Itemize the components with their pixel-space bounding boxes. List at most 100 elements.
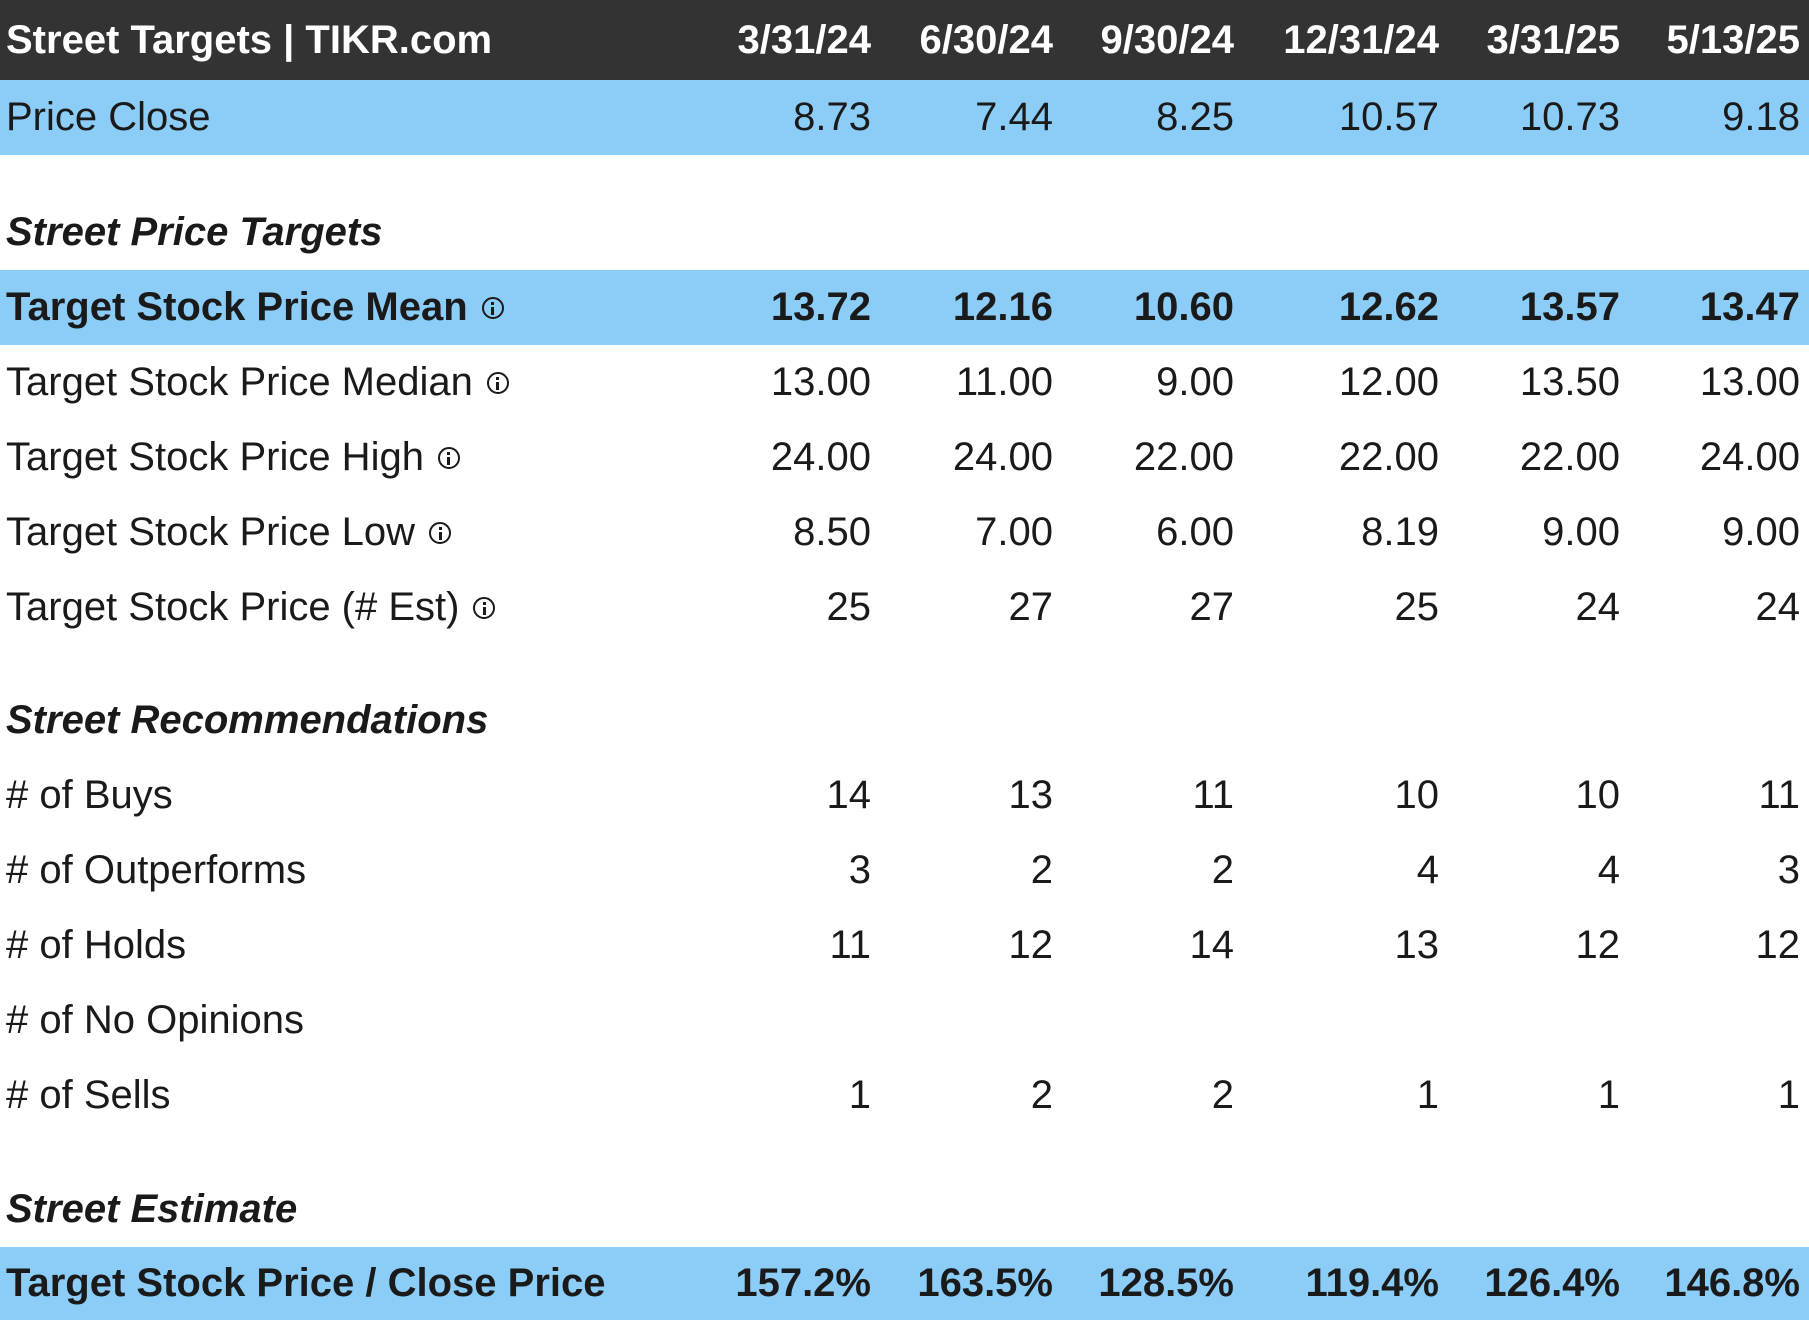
table-cell: 2 <box>1211 1073 1234 1117</box>
target-close-ratio-row: Target Stock Price / Close Price 157.2% … <box>0 1247 1809 1320</box>
table-cell: 163.5% <box>917 1261 1053 1305</box>
target-high-row: Target Stock Price High 24.00 24.00 22.0… <box>0 420 1809 495</box>
table-cell: 24 <box>1575 585 1621 629</box>
date-header: 9/30/24 <box>1100 17 1234 62</box>
row-label-text: Target Stock Price Mean <box>6 285 468 329</box>
table-cell: 1 <box>848 1073 871 1117</box>
table-cell: 8.19 <box>1361 510 1439 554</box>
target-mean-row: Target Stock Price Mean 13.72 12.16 10.6… <box>0 270 1809 345</box>
row-label-text: Target Stock Price High <box>6 435 424 479</box>
table-cell: 157.2% <box>735 1261 871 1305</box>
buys-row: # of Buys 14 13 11 10 10 11 <box>0 758 1809 833</box>
table-cell: 13.72 <box>770 285 871 329</box>
table-cell: 8.50 <box>793 510 871 554</box>
table-cell: 27 <box>1189 585 1235 629</box>
table-cell: 25 <box>826 585 872 629</box>
outperforms-row: # of Outperforms 3 2 2 4 4 3 <box>0 833 1809 908</box>
info-icon[interactable] <box>486 371 509 394</box>
section-title: Street Estimate <box>6 1187 298 1231</box>
info-icon[interactable] <box>437 446 460 469</box>
table-cell: 7.44 <box>975 95 1053 139</box>
table-cell: 2 <box>1030 1073 1053 1117</box>
row-label: # of Buys <box>6 773 173 817</box>
table-cell: 126.4% <box>1484 1261 1620 1305</box>
price-close-row: Price Close 8.73 7.44 8.25 10.57 10.73 9… <box>0 80 1809 155</box>
row-label: Target Stock Price Mean <box>6 285 504 330</box>
row-label: # of Holds <box>6 923 187 967</box>
date-header: 6/30/24 <box>919 17 1053 62</box>
table-cell: 10.73 <box>1519 95 1620 139</box>
table-cell: 2 <box>1030 848 1053 892</box>
table-cell: 10 <box>1394 773 1440 817</box>
table-cell: 10.60 <box>1133 285 1234 329</box>
table-cell: 8.73 <box>793 95 871 139</box>
row-label: # of No Opinions <box>6 998 304 1042</box>
table-cell: 13.50 <box>1519 360 1620 404</box>
row-label: Target Stock Price / Close Price <box>6 1261 606 1305</box>
table-cell: 12.16 <box>952 285 1053 329</box>
date-header: 3/31/24 <box>737 17 871 62</box>
no-opinions-row: # of No Opinions <box>0 983 1809 1058</box>
table-cell: 14 <box>826 773 872 817</box>
table-cell: 12 <box>1755 923 1801 967</box>
target-low-row: Target Stock Price Low 8.50 7.00 6.00 8.… <box>0 495 1809 570</box>
table-cell: 12 <box>1575 923 1621 967</box>
date-header: 12/31/24 <box>1283 17 1439 62</box>
date-header: 3/31/25 <box>1486 17 1620 62</box>
section-title: Street Price Targets <box>6 210 383 254</box>
table-cell: 24.00 <box>952 435 1053 479</box>
table-cell: 1 <box>1777 1073 1800 1117</box>
table-cell: 2 <box>1211 848 1234 892</box>
sells-row: # of Sells 1 2 2 1 1 1 <box>0 1058 1809 1133</box>
section-heading-recommendations: Street Recommendations <box>0 683 1809 758</box>
table-cell: 22.00 <box>1519 435 1620 479</box>
section-title: Street Recommendations <box>6 698 489 742</box>
table-cell: 13 <box>1394 923 1440 967</box>
table-cell: 13.47 <box>1699 285 1800 329</box>
info-icon[interactable] <box>429 521 452 544</box>
table-cell: 9.00 <box>1542 510 1620 554</box>
table-cell: 14 <box>1189 923 1235 967</box>
row-label: Price Close <box>6 95 211 139</box>
row-label-text: Target Stock Price Low <box>6 510 416 554</box>
info-icon[interactable] <box>481 296 504 319</box>
row-label-text: Target Stock Price Median <box>6 360 473 404</box>
table-cell: 24 <box>1755 585 1801 629</box>
table-cell: 25 <box>1394 585 1440 629</box>
table-cell: 13.00 <box>770 360 871 404</box>
table-cell: 10.57 <box>1338 95 1439 139</box>
table-cell: 11 <box>829 923 871 967</box>
table-cell: 22.00 <box>1338 435 1439 479</box>
table-cell: 11.00 <box>955 360 1053 404</box>
section-heading-estimate: Street Estimate <box>0 1172 1809 1247</box>
table-cell: 13.00 <box>1699 360 1800 404</box>
table-cell: 10 <box>1575 773 1621 817</box>
table-cell: 119.4% <box>1305 1261 1439 1305</box>
row-label: Target Stock Price Median <box>6 360 509 405</box>
row-label: Target Stock Price Low <box>6 510 452 555</box>
table-cell: 1 <box>1597 1073 1620 1117</box>
info-icon[interactable] <box>473 596 496 619</box>
row-label: # of Outperforms <box>6 848 307 892</box>
table-cell: 8.25 <box>1156 95 1234 139</box>
table-cell: 27 <box>1008 585 1054 629</box>
table-cell: 24.00 <box>770 435 871 479</box>
table-cell: 9.00 <box>1156 360 1234 404</box>
row-label: Target Stock Price High <box>6 435 460 480</box>
row-label: # of Sells <box>6 1073 171 1117</box>
table-cell: 11 <box>1192 773 1234 817</box>
holds-row: # of Holds 11 12 14 13 12 12 <box>0 908 1809 983</box>
table-cell: 22.00 <box>1133 435 1234 479</box>
table-header: Street Targets | TIKR.com 3/31/24 6/30/2… <box>0 0 1809 80</box>
table-cell: 4 <box>1416 848 1439 892</box>
table-cell: 24.00 <box>1699 435 1800 479</box>
table-title: Street Targets | TIKR.com <box>6 17 493 62</box>
table-cell: 146.8% <box>1664 1261 1800 1305</box>
table-cell: 12.00 <box>1338 360 1439 404</box>
table-cell: 12.62 <box>1338 285 1439 329</box>
target-est-count-row: Target Stock Price (# Est) 25 27 27 25 2… <box>0 570 1809 645</box>
target-median-row: Target Stock Price Median 13.00 11.00 9.… <box>0 345 1809 420</box>
table-cell: 9.00 <box>1722 510 1800 554</box>
date-header: 5/13/25 <box>1666 17 1800 62</box>
